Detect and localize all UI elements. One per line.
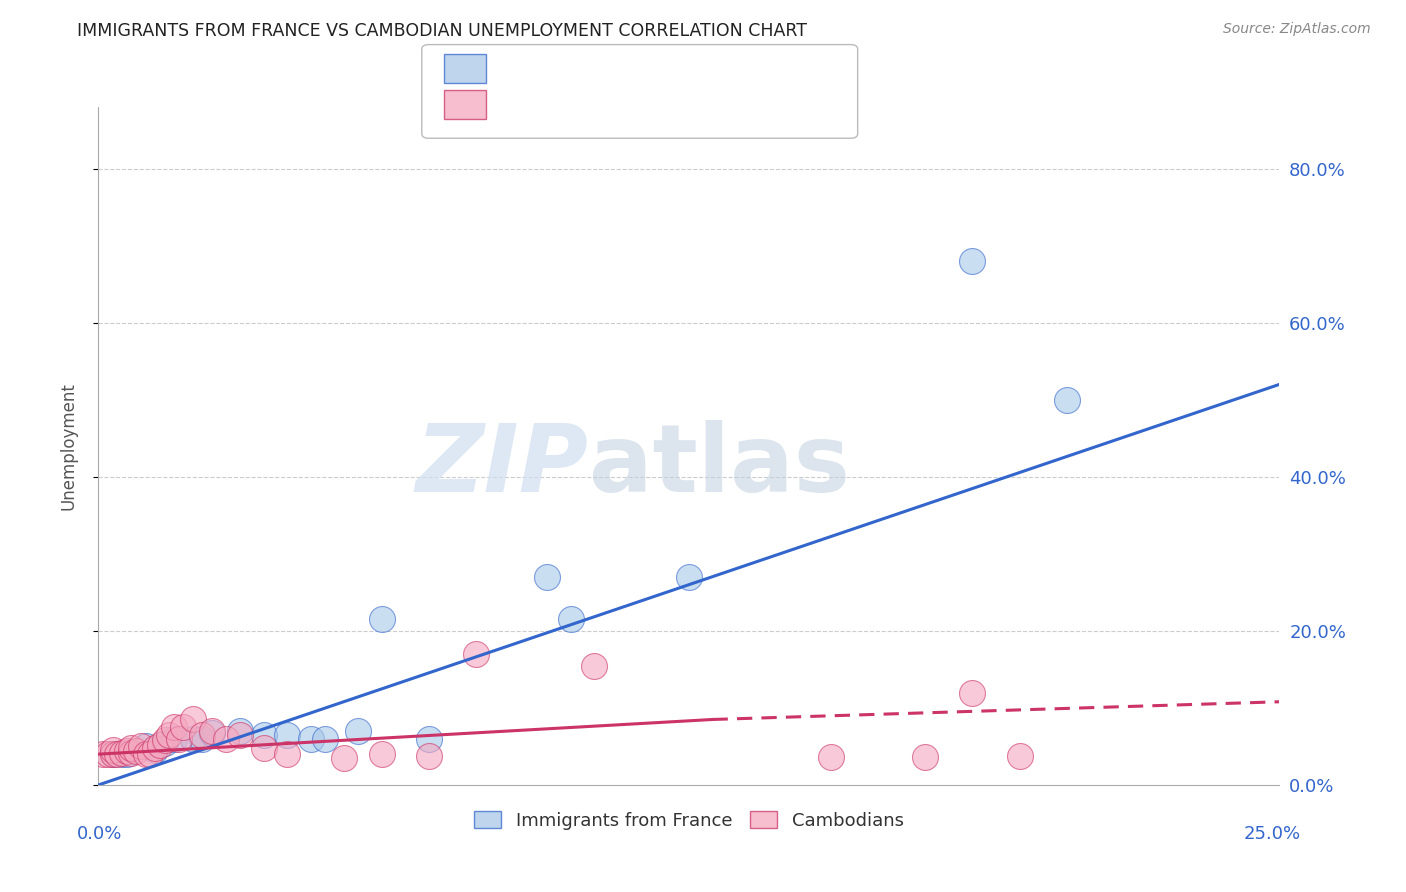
Point — [333, 751, 356, 765]
Point — [465, 647, 488, 661]
Point — [191, 731, 214, 746]
Point — [299, 731, 322, 746]
Point — [678, 570, 700, 584]
Point — [129, 739, 152, 754]
Text: Source: ZipAtlas.com: Source: ZipAtlas.com — [1223, 22, 1371, 37]
Point — [149, 738, 172, 752]
Point — [371, 747, 394, 761]
Legend: Immigrants from France, Cambodians: Immigrants from France, Cambodians — [467, 805, 911, 837]
Point — [157, 728, 180, 742]
Point — [135, 747, 157, 761]
Point — [191, 728, 214, 742]
Point — [583, 658, 606, 673]
Point — [163, 731, 186, 746]
Point — [914, 750, 936, 764]
Text: R = 0.758   N = 23: R = 0.758 N = 23 — [502, 60, 672, 78]
Point — [1056, 392, 1078, 407]
Point — [560, 612, 582, 626]
Point — [253, 728, 276, 742]
Point — [101, 747, 124, 761]
Text: atlas: atlas — [589, 420, 849, 512]
Point — [163, 720, 186, 734]
Point — [820, 750, 842, 764]
Point — [201, 725, 224, 739]
Point — [97, 747, 120, 761]
Text: 0.0%: 0.0% — [77, 825, 122, 843]
Point — [1008, 748, 1031, 763]
Point — [101, 743, 124, 757]
Point — [115, 744, 138, 758]
Point — [418, 748, 440, 763]
Y-axis label: Unemployment: Unemployment — [59, 382, 77, 510]
Point — [139, 747, 162, 761]
Point — [153, 735, 176, 749]
Text: 25.0%: 25.0% — [1243, 825, 1301, 843]
Text: ZIP: ZIP — [416, 420, 589, 512]
Text: R = 0.219   N = 36: R = 0.219 N = 36 — [502, 95, 672, 113]
Point — [347, 724, 370, 739]
Point — [181, 713, 204, 727]
Point — [371, 612, 394, 626]
Point — [276, 747, 298, 761]
Point — [111, 746, 134, 760]
Point — [167, 731, 190, 746]
Point — [135, 739, 157, 754]
Point — [181, 731, 204, 746]
Point — [229, 724, 252, 739]
Point — [121, 741, 143, 756]
Point — [125, 744, 148, 758]
Point — [253, 741, 276, 756]
Point — [105, 747, 128, 761]
Point — [201, 724, 224, 739]
Point — [314, 731, 336, 746]
Point — [229, 728, 252, 742]
Point — [143, 741, 166, 756]
Point — [962, 254, 984, 268]
Point — [121, 746, 143, 760]
Point — [91, 747, 114, 761]
Point — [115, 747, 138, 761]
Point — [143, 743, 166, 757]
Point — [215, 731, 238, 746]
Point — [418, 731, 440, 746]
Point — [276, 728, 298, 742]
Point — [111, 747, 134, 761]
Text: IMMIGRANTS FROM FRANCE VS CAMBODIAN UNEMPLOYMENT CORRELATION CHART: IMMIGRANTS FROM FRANCE VS CAMBODIAN UNEM… — [77, 22, 807, 40]
Point — [962, 685, 984, 699]
Point — [536, 570, 558, 584]
Point — [172, 720, 194, 734]
Point — [153, 733, 176, 747]
Point — [101, 747, 124, 761]
